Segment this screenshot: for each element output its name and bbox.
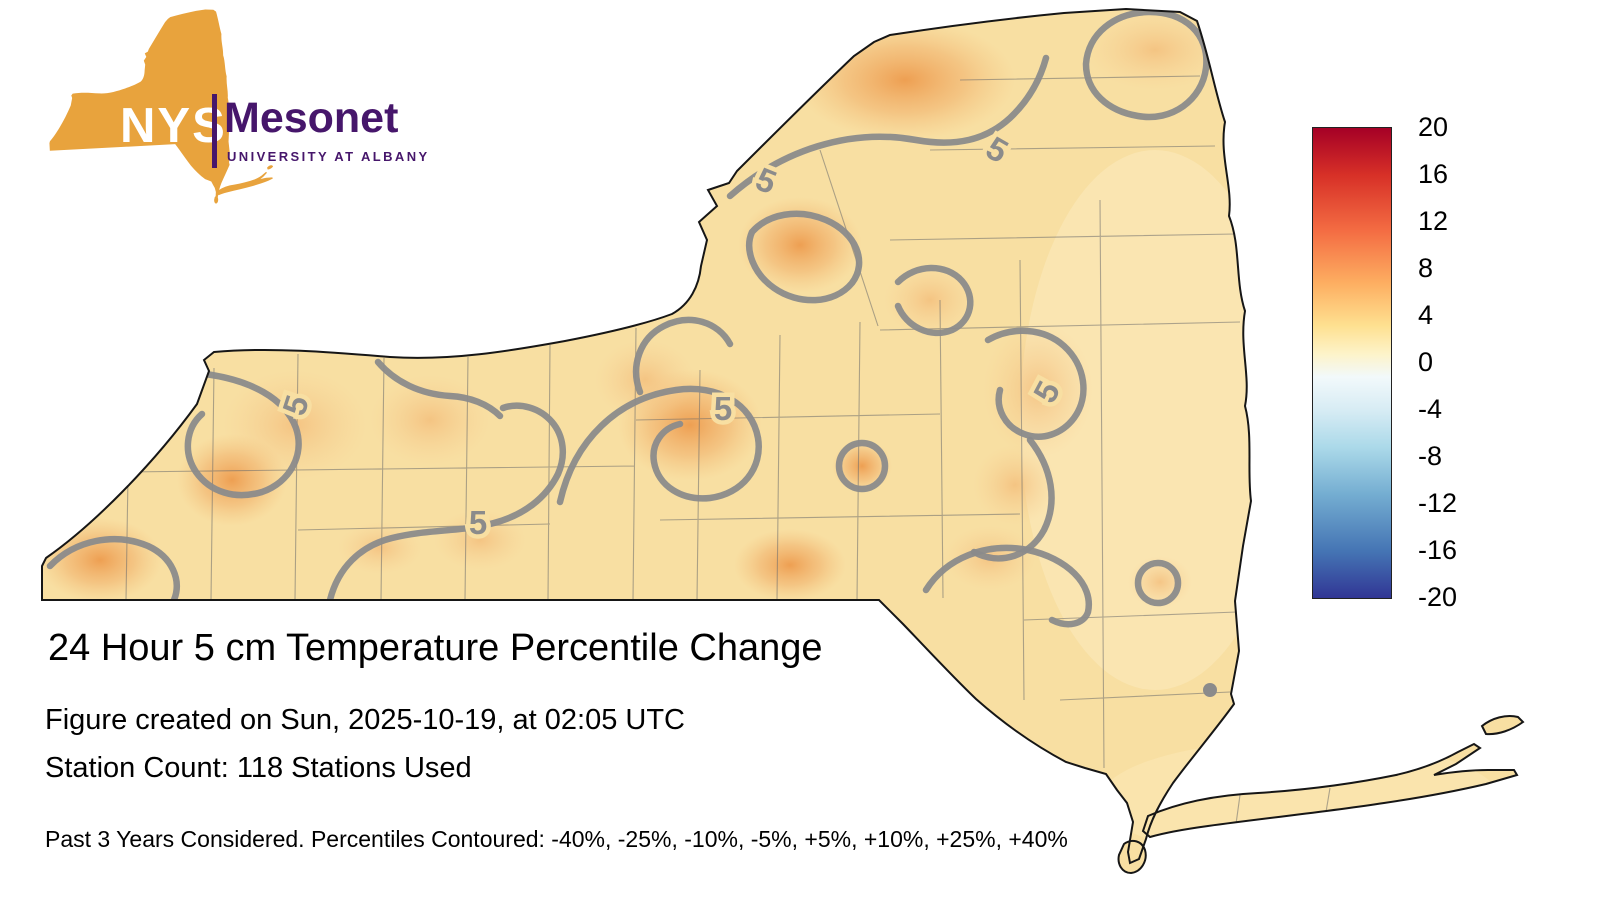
colorbar-tick: 16 (1418, 159, 1449, 189)
colorbar-tick: -20 (1418, 582, 1458, 612)
colorbar-tick: -4 (1418, 394, 1443, 424)
colorbar-tick: 8 (1418, 253, 1434, 283)
station-count-text: Station Count: 118 Stations Used (45, 752, 472, 784)
colorbar-tick: 20 (1418, 112, 1449, 142)
colorbar-gradient (1312, 127, 1392, 599)
colorbar-tick: 0 (1418, 347, 1434, 377)
logo-mesonet-text: Mesonet (224, 94, 399, 142)
logo-university-text: UNIVERSITY AT ALBANY (227, 149, 430, 164)
colorbar-tick: 12 (1418, 206, 1449, 236)
colorbar-tick: 4 (1418, 300, 1434, 330)
percentile-contours (46, 9, 1217, 697)
contour-label: 5 (469, 504, 487, 541)
colorbar-tick: -16 (1418, 535, 1458, 565)
logo-nys-text: NYS (120, 99, 227, 153)
contour-label: 5 (714, 390, 732, 427)
footnote-text: Past 3 Years Considered. Percentiles Con… (45, 826, 1068, 852)
nys-mesonet-logo: NYS Mesonet UNIVERSITY AT ALBANY (46, 8, 476, 223)
logo-divider (212, 94, 217, 168)
page-title: 24 Hour 5 cm Temperature Percentile Chan… (48, 627, 823, 669)
figure-created-text: Figure created on Sun, 2025-10-19, at 02… (45, 704, 685, 736)
pale-region-li (1100, 740, 1500, 860)
colorbar-tick: -12 (1418, 488, 1458, 518)
colorbar-ticks: 20 16 12 8 4 0 -4 -8 -12 -16 -20 (1418, 114, 1457, 611)
pale-region (1020, 150, 1290, 690)
colorbar-tick: -8 (1418, 441, 1443, 471)
